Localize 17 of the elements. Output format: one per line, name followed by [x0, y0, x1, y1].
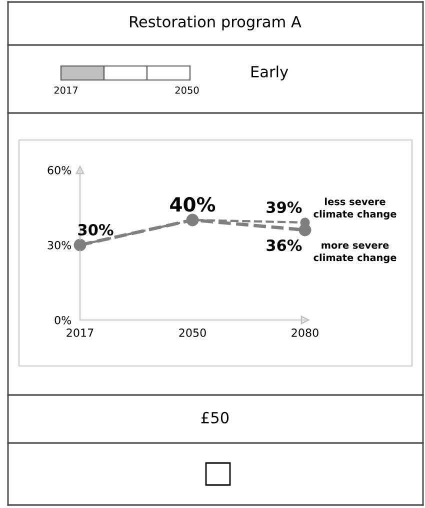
text: Early: [252, 66, 288, 80]
y-tick-label: 60%: [48, 166, 72, 174]
y-tick-label: 0%: [54, 316, 72, 324]
data-label: 40%: [170, 197, 216, 212]
x-tick-label: 2080: [292, 328, 318, 337]
chart-title: Restoration program A: [130, 16, 302, 30]
text: 2017: [54, 86, 78, 94]
x-tick-label: 2017: [66, 328, 94, 337]
data-label: 36%: [266, 240, 302, 252]
x-tick-label: 2050: [179, 328, 206, 337]
series-label: less severe climate change: [314, 198, 396, 220]
data-label: 30%: [78, 224, 114, 236]
text: £50: [201, 412, 229, 424]
y-tick-label: 30%: [48, 240, 72, 250]
data-label: 39%: [266, 201, 302, 214]
text: 2050: [175, 86, 199, 94]
series-label: more severe climate change: [314, 243, 396, 264]
